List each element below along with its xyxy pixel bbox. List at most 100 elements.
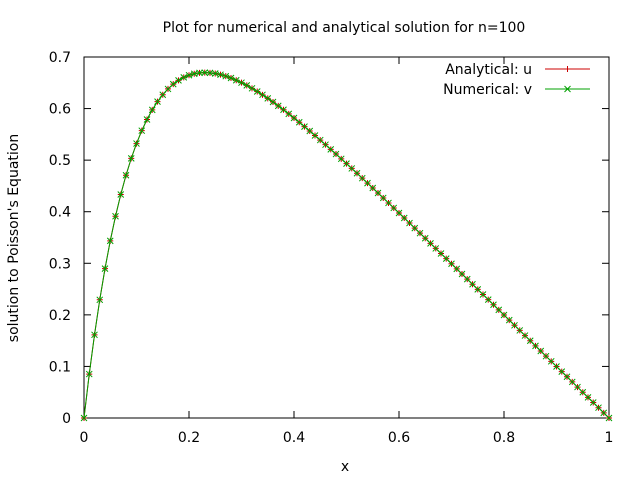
data-point bbox=[290, 114, 298, 122]
data-point bbox=[217, 71, 224, 79]
series-line bbox=[83, 72, 610, 419]
data-point bbox=[542, 352, 550, 360]
data-point bbox=[190, 70, 198, 78]
data-point bbox=[169, 80, 177, 88]
y-axis-label: solution to Poisson's Equation bbox=[6, 134, 22, 342]
data-point bbox=[232, 76, 240, 84]
data-point bbox=[421, 234, 429, 242]
data-point bbox=[474, 285, 482, 293]
data-point bbox=[285, 110, 293, 118]
data-point bbox=[526, 337, 534, 345]
data-point bbox=[243, 82, 251, 89]
y-tick-label: 0.7 bbox=[49, 50, 71, 66]
data-point bbox=[112, 212, 119, 220]
data-point bbox=[369, 184, 377, 192]
data-point bbox=[400, 214, 408, 222]
data-point bbox=[238, 79, 245, 87]
legend-swatch-marker bbox=[564, 66, 571, 72]
data-point bbox=[353, 169, 361, 177]
plot-border bbox=[83, 56, 610, 419]
data-point bbox=[563, 373, 571, 381]
data-point bbox=[306, 127, 314, 135]
data-point bbox=[568, 378, 576, 386]
data-point bbox=[148, 106, 156, 114]
data-point bbox=[432, 245, 440, 252]
legend-label: Analytical: u bbox=[445, 62, 532, 78]
data-point bbox=[264, 94, 272, 102]
data-point bbox=[91, 331, 98, 339]
data-point bbox=[574, 383, 581, 391]
x-tick-label: 0.4 bbox=[283, 430, 305, 446]
series-numerical bbox=[80, 69, 613, 422]
data-point bbox=[390, 204, 398, 212]
data-point bbox=[227, 74, 235, 82]
data-point bbox=[547, 357, 555, 365]
data-point bbox=[437, 250, 445, 257]
x-tick-label: 0 bbox=[80, 430, 89, 446]
data-point bbox=[358, 174, 366, 182]
data-point bbox=[600, 409, 608, 417]
data-point bbox=[133, 140, 140, 147]
data-point bbox=[295, 118, 303, 126]
data-point bbox=[379, 194, 387, 202]
y-tick-label: 0.5 bbox=[49, 153, 71, 169]
data-point bbox=[201, 69, 209, 76]
data-point bbox=[411, 224, 419, 232]
data-point bbox=[332, 150, 340, 158]
legend-label: Numerical: v bbox=[443, 82, 532, 98]
y-tick-label: 0.2 bbox=[49, 308, 71, 324]
series-line bbox=[83, 72, 610, 419]
data-point bbox=[364, 179, 371, 187]
data-point bbox=[442, 255, 450, 262]
data-point bbox=[269, 98, 277, 106]
data-point bbox=[495, 306, 503, 314]
data-point bbox=[211, 70, 219, 77]
y-axis-ticks: 0 0.1 0.2 0.3 0.4 0.5 0.6 0.7 bbox=[49, 50, 609, 427]
data-point bbox=[180, 74, 188, 81]
data-point bbox=[175, 77, 182, 84]
series-analytical bbox=[81, 69, 612, 421]
data-point bbox=[458, 270, 466, 278]
data-point bbox=[122, 171, 130, 179]
data-point bbox=[490, 301, 497, 309]
data-point bbox=[532, 342, 539, 350]
data-point bbox=[516, 327, 524, 334]
data-point bbox=[589, 399, 597, 406]
x-axis-label: x bbox=[341, 459, 349, 475]
data-point bbox=[484, 296, 492, 303]
data-point bbox=[143, 116, 151, 123]
data-point bbox=[521, 332, 529, 339]
legend-swatch-marker bbox=[564, 85, 571, 93]
data-point bbox=[127, 155, 135, 162]
data-point bbox=[448, 260, 455, 268]
data-point bbox=[185, 71, 193, 79]
y-tick-label: 0.6 bbox=[49, 102, 71, 118]
y-tick-label: 0.1 bbox=[49, 359, 71, 375]
y-tick-label: 0.3 bbox=[49, 256, 71, 272]
data-point bbox=[427, 239, 434, 247]
data-point bbox=[117, 191, 125, 198]
data-point bbox=[395, 209, 403, 217]
data-point bbox=[463, 275, 471, 283]
data-point bbox=[406, 219, 413, 227]
data-point bbox=[584, 394, 592, 401]
legend: Analytical: u Numerical: v bbox=[443, 62, 590, 98]
data-point bbox=[259, 91, 266, 99]
data-point bbox=[374, 189, 382, 197]
data-point bbox=[280, 106, 287, 114]
data-point bbox=[579, 388, 587, 396]
data-point bbox=[196, 69, 203, 77]
data-point bbox=[553, 363, 560, 370]
data-point bbox=[159, 91, 167, 99]
data-point bbox=[500, 311, 508, 319]
data-point bbox=[348, 165, 356, 172]
data-point bbox=[511, 321, 518, 329]
y-tick-label: 0 bbox=[62, 411, 71, 427]
data-point bbox=[106, 237, 114, 245]
data-point bbox=[416, 229, 424, 237]
data-point bbox=[537, 347, 545, 355]
data-point bbox=[301, 123, 308, 130]
x-tick-label: 1 bbox=[605, 430, 614, 446]
chart-title: Plot for numerical and analytical soluti… bbox=[163, 20, 526, 36]
